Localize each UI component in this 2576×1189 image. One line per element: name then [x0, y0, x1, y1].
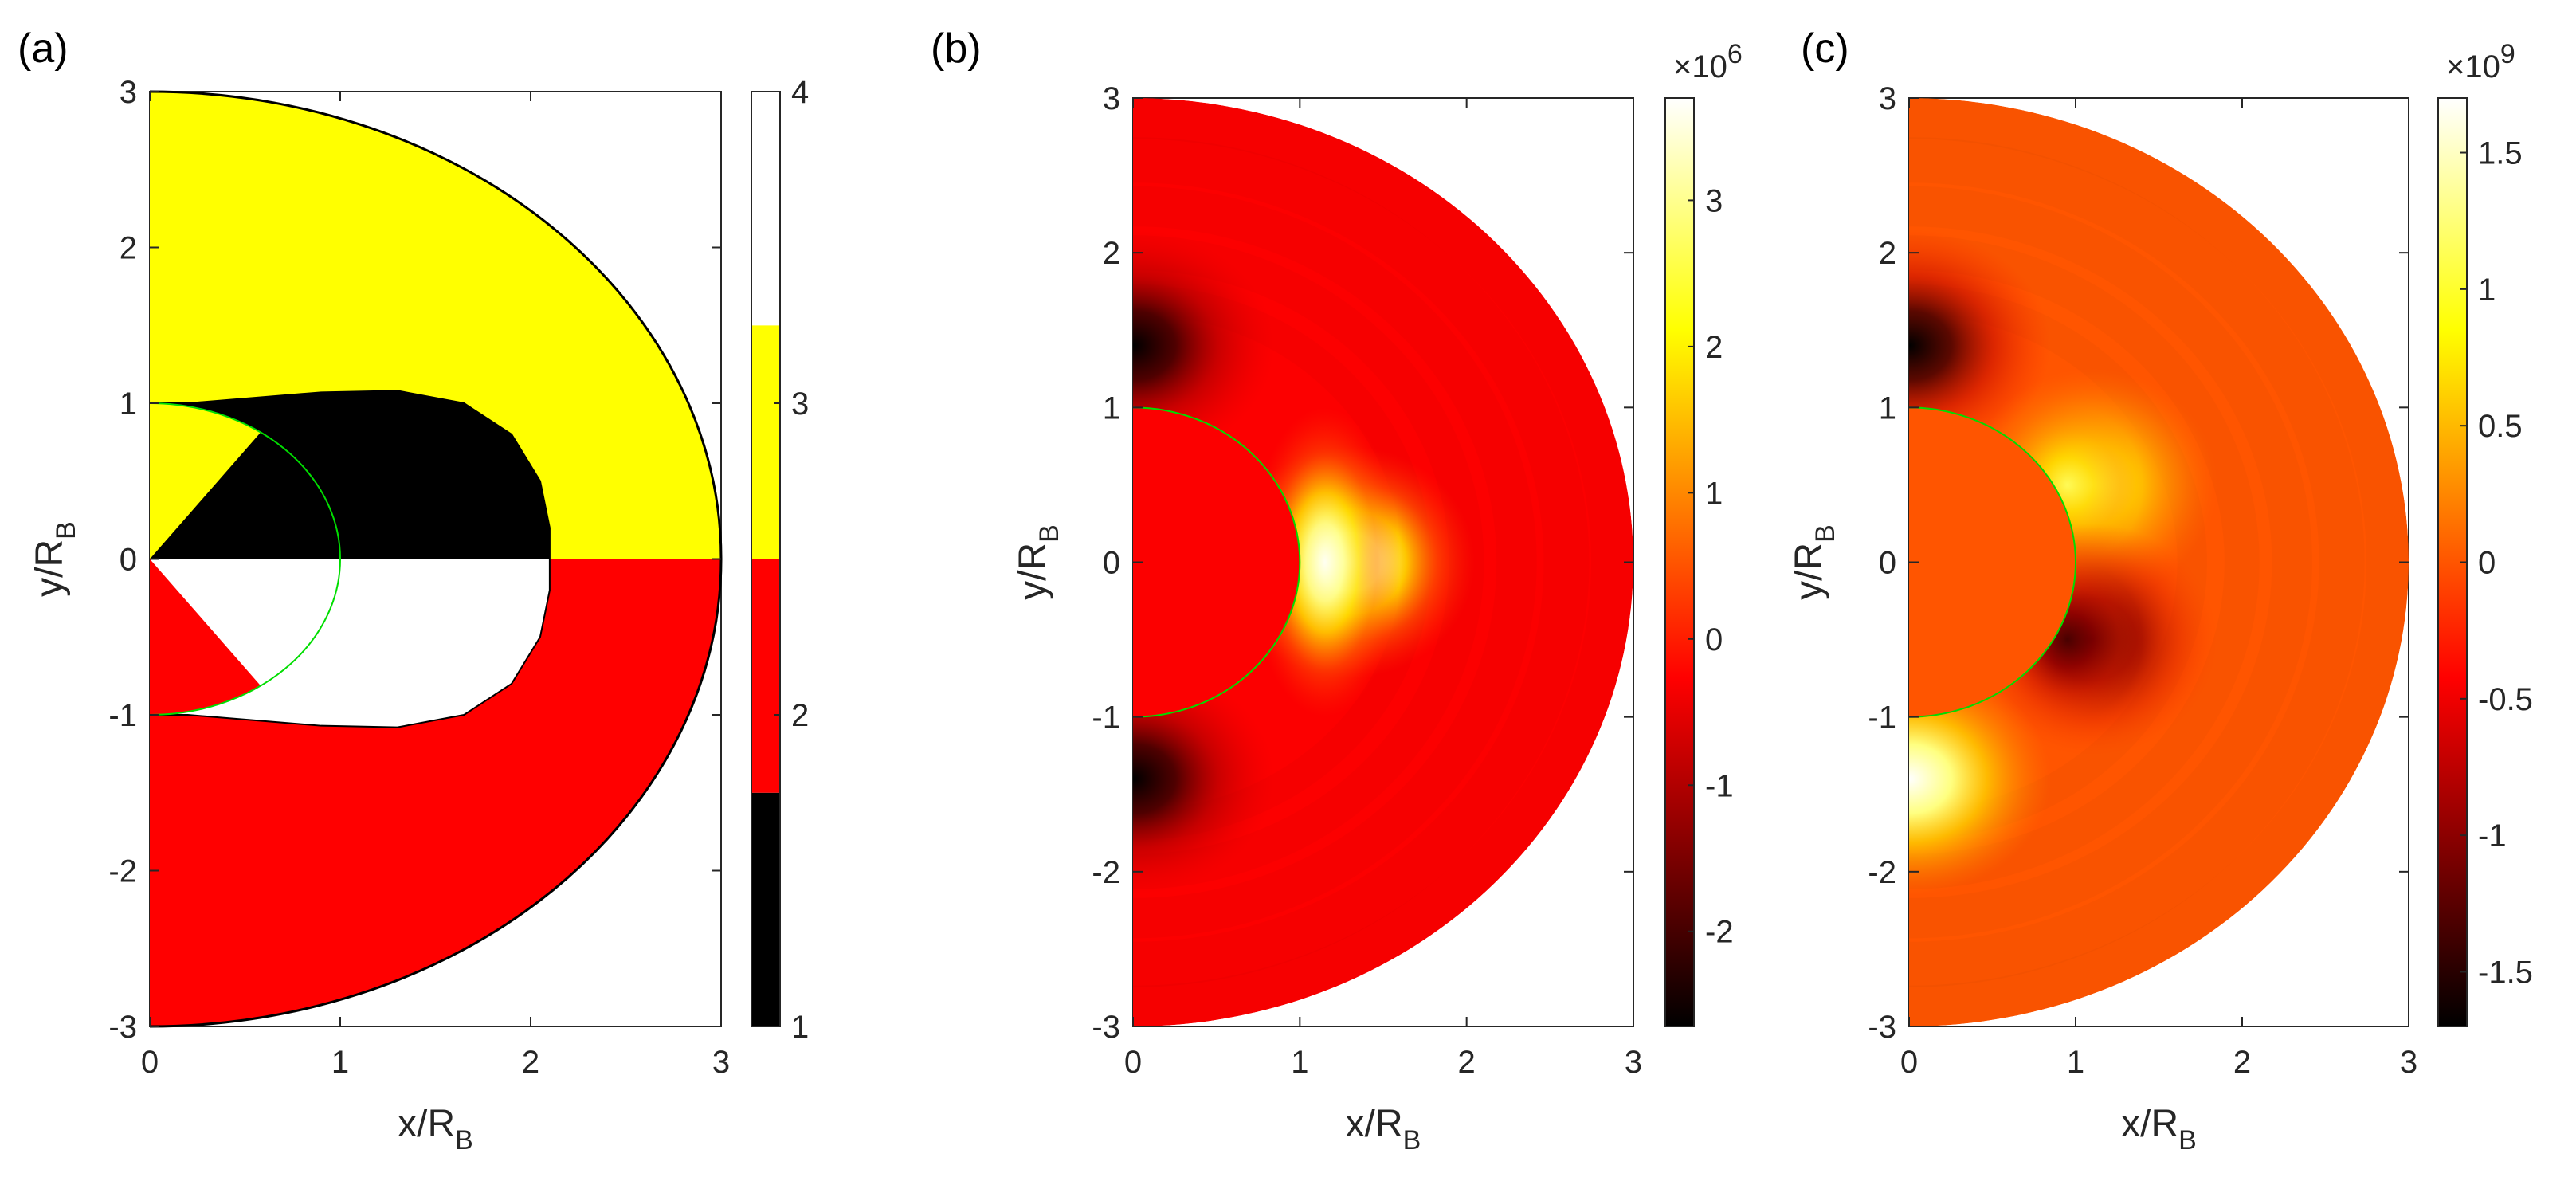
- panel-b-plot-area: [1133, 98, 1633, 1026]
- colorbar-segment: [751, 92, 780, 326]
- x-tick-label: 2: [1458, 1045, 1476, 1080]
- unit-circle: [1908, 406, 2076, 718]
- y-tick-label: -1: [1092, 700, 1120, 736]
- y-tick-label: -1: [1868, 700, 1896, 736]
- colorbar-gradient: [1665, 98, 1694, 1026]
- panel-b-y-axis-label: y/RB: [1012, 524, 1065, 600]
- unit-circle: [1132, 406, 1301, 718]
- panel-a-colorbar: 1 2 3 4: [751, 75, 809, 1045]
- colorbar-tick-label: 0: [1705, 622, 1723, 657]
- heatmap-minimum-blob: [1909, 230, 2051, 462]
- panel-a-x-ticks: 0 1 2 3: [141, 92, 730, 1080]
- y-tick-label: 1: [120, 387, 137, 422]
- panel-c-y-ticks: -3 -2 -1 0 1 2 3: [1868, 81, 2409, 1045]
- y-tick-label: 3: [1879, 81, 1896, 116]
- x-tick-label: 3: [2400, 1045, 2417, 1080]
- y-tick-label: 0: [1103, 546, 1120, 581]
- colorbar-segment: [751, 325, 780, 559]
- x-tick-label: 1: [331, 1045, 349, 1080]
- panel-c: (c) 0 1 2 3 -3 -2 -1 0 1 2 3 x/RB y/RB -1.5 -1 -0.5…: [1788, 26, 2533, 1156]
- x-tick-label: 2: [522, 1045, 539, 1080]
- panel-c-y-axis-label: y/RB: [1788, 524, 1841, 600]
- colorbar-tick-label: 3: [1705, 183, 1723, 218]
- colorbar-tick-label: 2: [791, 698, 809, 733]
- colorbar-tick-label: -1.5: [2478, 955, 2533, 990]
- panel-b-label: (b): [931, 26, 982, 72]
- inner-boundary-curve: [150, 390, 551, 728]
- heatmap-minimum-blob: [1133, 230, 1275, 462]
- colorbar-tick-label: -1: [1705, 768, 1734, 803]
- panel-c-label: (c): [1801, 26, 1849, 72]
- panel-c-x-ticks: 0 1 2 3: [1900, 98, 2417, 1080]
- colorbar-tick-label: 1: [791, 1010, 809, 1045]
- panel-c-plot-area: [1909, 98, 2409, 1026]
- colorbar-tick-label: 0.5: [2478, 409, 2523, 444]
- y-tick-label: -2: [1868, 855, 1896, 890]
- panel-c-colorbar: -1.5 -1 -0.5 0 0.5 1 1.5: [2437, 97, 2533, 1027]
- y-tick-label: -3: [1092, 1010, 1120, 1045]
- y-tick-label: -1: [108, 698, 137, 733]
- y-tick-label: -2: [1092, 855, 1120, 890]
- panel-b-colorbar-multiplier: ×106: [1673, 39, 1743, 84]
- x-tick-label: 0: [141, 1045, 159, 1080]
- x-tick-label: 0: [1900, 1045, 1918, 1080]
- x-tick-label: 2: [2233, 1045, 2251, 1080]
- y-tick-label: 3: [120, 75, 137, 110]
- panel-b-x-axis-label: x/RB: [1346, 1103, 1421, 1156]
- x-tick-label: 3: [1625, 1045, 1642, 1080]
- colorbar-tick-label: 3: [791, 387, 809, 422]
- panel-b: (b) 0 1 2 3 -3 -2 -1 0 1 2 3 x/RB y/RB -2 -1 0 1 2 3 ×…: [931, 26, 1743, 1156]
- y-tick-label: 2: [1103, 236, 1120, 271]
- region-wedge-upper: [150, 403, 261, 559]
- colorbar-segment: [751, 792, 780, 1026]
- colorbar-tick-label: 0: [2478, 546, 2496, 581]
- panel-a-y-ticks: -3 -2 -1 0 1 2 3: [108, 75, 721, 1045]
- colorbar-tick-label: -2: [1705, 915, 1734, 950]
- panel-b-x-ticks: 0 1 2 3: [1124, 98, 1642, 1080]
- panel-a-label: (a): [18, 26, 69, 72]
- heatmap-maximum-blob: [1909, 662, 2051, 895]
- inner-disk: [1133, 407, 1300, 717]
- y-tick-label: 0: [120, 543, 137, 578]
- panel-a-y-axis-label: y/RB: [29, 521, 81, 597]
- panel-c-x-axis-label: x/RB: [2121, 1103, 2197, 1156]
- y-tick-label: 2: [120, 231, 137, 266]
- colorbar-tick-label: -1: [2478, 818, 2507, 853]
- y-tick-label: -3: [1868, 1010, 1896, 1045]
- panel-b-y-ticks: -3 -2 -1 0 1 2 3: [1092, 81, 1633, 1045]
- heatmap-crescent: [1249, 407, 1400, 717]
- y-tick-label: -3: [108, 1010, 137, 1045]
- x-tick-label: 1: [1291, 1045, 1308, 1080]
- y-tick-label: 0: [1879, 546, 1896, 581]
- panel-b-colorbar: -2 -1 0 1 2 3: [1664, 97, 1734, 1027]
- region-wedge-lower: [150, 559, 261, 715]
- y-tick-label: 1: [1879, 390, 1896, 426]
- x-tick-label: 1: [2067, 1045, 2084, 1080]
- colorbar-tick-label: 4: [791, 75, 809, 110]
- colorbar-tick-label: -0.5: [2478, 682, 2533, 717]
- x-tick-label: 3: [712, 1045, 730, 1080]
- y-tick-label: 1: [1103, 390, 1120, 426]
- unit-circle: [149, 402, 341, 716]
- colorbar-tick-label: 1: [1705, 476, 1723, 511]
- x-tick-label: 0: [1124, 1045, 1142, 1080]
- panel-c-colorbar-multiplier: ×109: [2446, 39, 2515, 84]
- colorbar-tick-label: 1: [2478, 273, 2496, 308]
- panel-a: (a) 0 1 2 3 -3 -2 -1 0 1 2 3 x/RB y/RB 1 2 3 4: [18, 26, 809, 1156]
- colorbar-frame: [1664, 97, 1695, 1027]
- colorbar-tick-label: 1.5: [2478, 136, 2523, 171]
- colorbar-tick-label: 2: [1705, 330, 1723, 365]
- inner-disk: [1909, 407, 2076, 717]
- panel-a-x-axis-label: x/RB: [398, 1103, 473, 1156]
- colorbar-segment: [751, 559, 780, 793]
- y-tick-label: 2: [1879, 236, 1896, 271]
- y-tick-label: -2: [108, 854, 137, 889]
- colorbar-frame: [751, 91, 781, 1027]
- y-tick-label: 3: [1103, 81, 1120, 116]
- heatmap-minimum-blob: [1133, 662, 1275, 895]
- panel-a-plot-area: [150, 92, 721, 1027]
